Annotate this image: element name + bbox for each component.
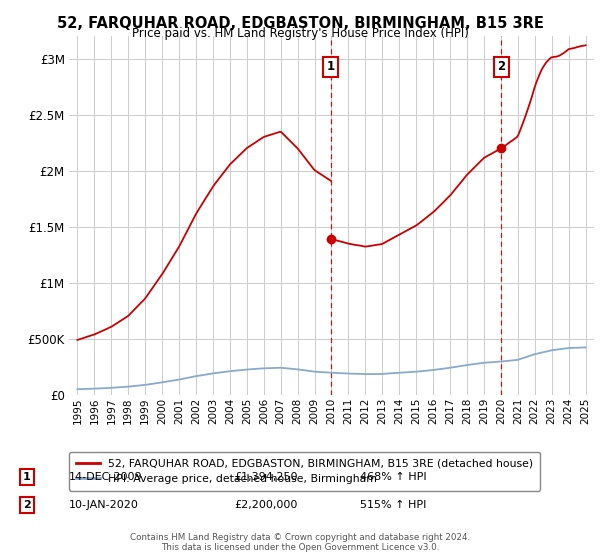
Text: Contains HM Land Registry data © Crown copyright and database right 2024.: Contains HM Land Registry data © Crown c… bbox=[130, 533, 470, 542]
Text: 468% ↑ HPI: 468% ↑ HPI bbox=[360, 472, 427, 482]
Text: £2,200,000: £2,200,000 bbox=[234, 500, 298, 510]
Text: £1,394,250: £1,394,250 bbox=[234, 472, 298, 482]
Text: 1: 1 bbox=[23, 472, 31, 482]
Text: 515% ↑ HPI: 515% ↑ HPI bbox=[360, 500, 427, 510]
Legend: 52, FARQUHAR ROAD, EDGBASTON, BIRMINGHAM, B15 3RE (detached house), HPI: Average: 52, FARQUHAR ROAD, EDGBASTON, BIRMINGHAM… bbox=[69, 452, 540, 491]
Text: 14-DEC-2009: 14-DEC-2009 bbox=[69, 472, 143, 482]
Text: Price paid vs. HM Land Registry's House Price Index (HPI): Price paid vs. HM Land Registry's House … bbox=[131, 27, 469, 40]
Text: 1: 1 bbox=[326, 60, 335, 73]
Text: This data is licensed under the Open Government Licence v3.0.: This data is licensed under the Open Gov… bbox=[161, 543, 439, 552]
Text: 10-JAN-2020: 10-JAN-2020 bbox=[69, 500, 139, 510]
Text: 2: 2 bbox=[23, 500, 31, 510]
Text: 2: 2 bbox=[497, 60, 505, 73]
Text: 52, FARQUHAR ROAD, EDGBASTON, BIRMINGHAM, B15 3RE: 52, FARQUHAR ROAD, EDGBASTON, BIRMINGHAM… bbox=[56, 16, 544, 31]
